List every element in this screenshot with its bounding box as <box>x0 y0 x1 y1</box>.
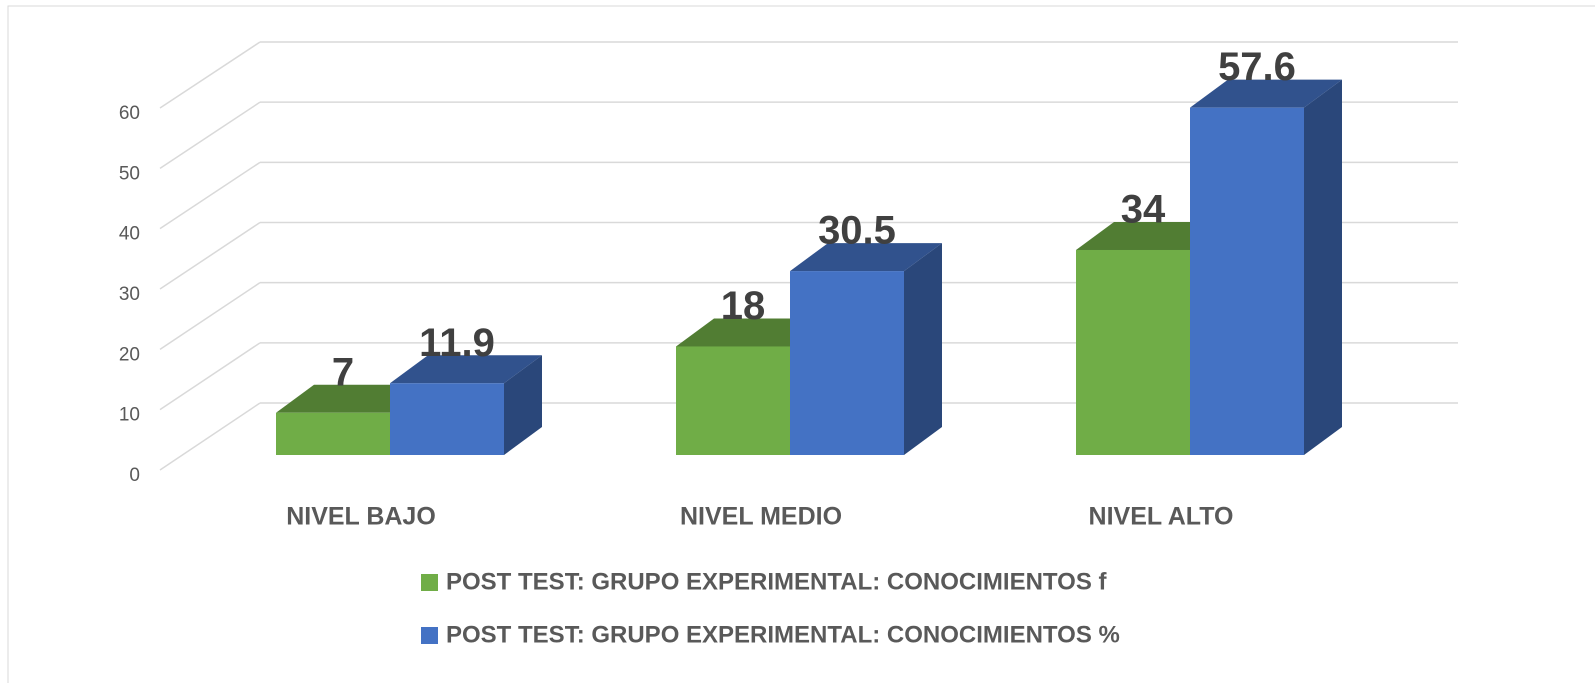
y-tick-label: 20 <box>119 344 140 365</box>
bar <box>676 346 790 455</box>
x-tick-label: NIVEL BAJO <box>286 503 436 531</box>
bar <box>790 271 904 455</box>
grid-line <box>159 282 261 350</box>
bar <box>390 383 504 455</box>
grid-line <box>159 101 261 169</box>
bar <box>1190 107 1304 455</box>
value-label: 57.6 <box>1218 45 1296 89</box>
bar <box>276 412 390 455</box>
y-tick-label: 40 <box>119 224 140 245</box>
bar-top <box>390 355 542 384</box>
y-tick-label: 50 <box>119 163 140 184</box>
x-tick-label: NIVEL ALTO <box>1089 503 1234 531</box>
y-tick-label: 60 <box>119 103 140 124</box>
y-tick-label: 0 <box>129 465 140 486</box>
grid-line <box>159 161 261 230</box>
y-tick-label: 30 <box>119 284 140 305</box>
bar-top <box>1190 79 1342 108</box>
value-label: 18 <box>721 284 766 328</box>
grid-line <box>159 342 261 411</box>
bar-side <box>1304 79 1342 455</box>
value-label: 7 <box>332 350 354 394</box>
grid-line <box>159 41 261 109</box>
value-label: 30.5 <box>818 209 896 253</box>
bar-side <box>504 355 542 455</box>
bar-side <box>904 243 942 455</box>
legend-label: POST TEST: GRUPO EXPERIMENTAL: CONOCIMIE… <box>446 568 1107 595</box>
x-tick-label: NIVEL MEDIO <box>680 503 842 531</box>
value-label: 34 <box>1121 188 1166 232</box>
legend-swatch <box>421 627 438 644</box>
grid-line <box>159 221 261 290</box>
chart-border <box>7 5 1595 683</box>
value-label: 11.9 <box>419 321 495 365</box>
bar <box>1076 249 1190 455</box>
grid-line <box>159 402 261 471</box>
legend-label: POST TEST: GRUPO EXPERIMENTAL: CONOCIMIE… <box>446 621 1120 648</box>
bar-top <box>790 243 942 272</box>
legend-swatch <box>421 574 438 591</box>
y-tick-label: 10 <box>119 405 140 426</box>
